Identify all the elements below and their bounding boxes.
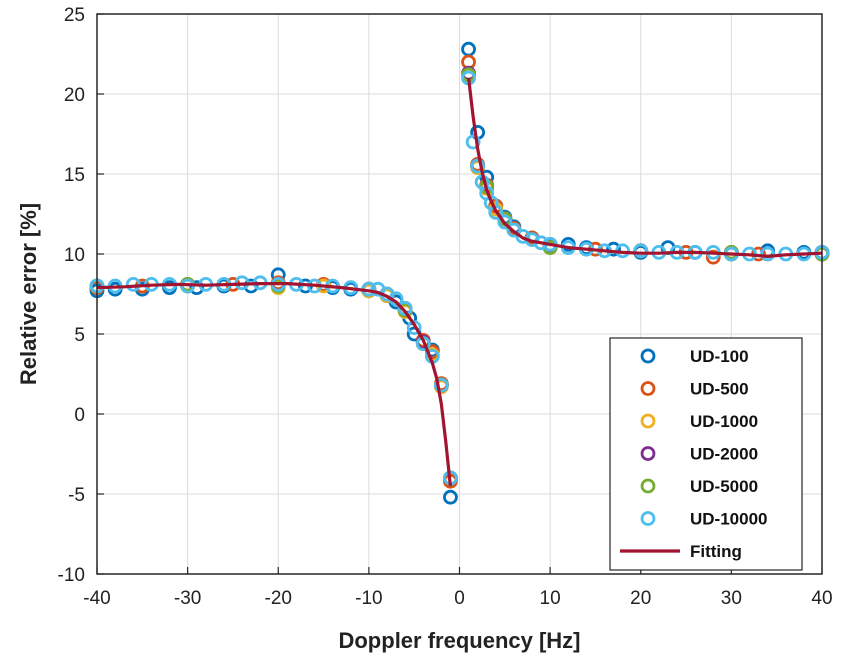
fit-curve-left bbox=[96, 282, 452, 487]
y-tick-label: -5 bbox=[68, 485, 85, 506]
y-tick-label: 25 bbox=[64, 5, 85, 26]
x-tick-label: -10 bbox=[355, 588, 382, 609]
data-point bbox=[243, 278, 259, 294]
legend-label: UD-2000 bbox=[690, 445, 758, 464]
legend-label: UD-500 bbox=[690, 380, 749, 399]
data-point bbox=[515, 228, 531, 244]
legend-marker bbox=[640, 478, 656, 494]
data-point bbox=[189, 280, 205, 296]
data-point bbox=[705, 249, 721, 265]
y-tick-labels: -10 -5 0 5 10 15 20 25 bbox=[58, 5, 85, 586]
legend-label: Fitting bbox=[690, 542, 742, 561]
data-point bbox=[406, 320, 422, 336]
data-point bbox=[465, 134, 481, 150]
data-point bbox=[461, 41, 476, 57]
legend-marker bbox=[640, 511, 656, 526]
data-point bbox=[443, 489, 458, 505]
legend-label: UD-100 bbox=[690, 347, 749, 366]
x-tick-label: 0 bbox=[454, 588, 465, 609]
x-tick-label: -40 bbox=[83, 588, 110, 609]
x-tick-label: -20 bbox=[265, 588, 292, 609]
data-point bbox=[470, 158, 486, 174]
plot-frame bbox=[96, 13, 823, 575]
y-tick-label: -10 bbox=[58, 565, 85, 586]
y-tick-label: 15 bbox=[64, 165, 85, 186]
legend-item-ud-100: UD-100 bbox=[640, 347, 749, 366]
x-axis-label: Doppler frequency [Hz] bbox=[338, 628, 580, 653]
fit-curve-right bbox=[467, 77, 823, 258]
legend-item-ud-10000: UD-10000 bbox=[640, 510, 768, 529]
y-tick-label: 5 bbox=[74, 325, 85, 346]
legend-marker bbox=[640, 381, 656, 396]
legend-item-ud-2000: UD-2000 bbox=[640, 445, 758, 464]
legend-label: UD-1000 bbox=[690, 412, 758, 431]
data-point bbox=[497, 214, 513, 230]
data-point bbox=[433, 377, 449, 393]
x-tick-label: 20 bbox=[630, 588, 651, 609]
fit-layer bbox=[96, 77, 823, 487]
legend-label: UD-5000 bbox=[690, 477, 758, 496]
legend-item-ud-500: UD-500 bbox=[640, 380, 749, 399]
legend-label: UD-10000 bbox=[690, 510, 768, 529]
data-point bbox=[760, 246, 776, 262]
legend-marker bbox=[640, 348, 656, 364]
legend-marker bbox=[640, 446, 656, 461]
y-tick-label: 0 bbox=[74, 405, 85, 426]
y-axis-label: Relative error [%] bbox=[16, 203, 41, 385]
data-point bbox=[633, 243, 649, 259]
legend: UD-100 UD-500 UD-1000 UD-2000 UD-5000 UD-1000… bbox=[609, 337, 803, 571]
data-point bbox=[488, 204, 504, 220]
x-tick-label: -30 bbox=[174, 588, 201, 609]
legend-item-ud-1000: UD-1000 bbox=[640, 412, 758, 431]
legend-marker bbox=[640, 413, 656, 429]
x-tick-label: 10 bbox=[540, 588, 561, 609]
legend-item-ud-5000: UD-5000 bbox=[640, 477, 758, 496]
x-tick-label: 30 bbox=[721, 588, 742, 609]
data-point bbox=[397, 300, 413, 316]
x-tick-labels: -40 -30 -20 -10 0 10 20 30 40 bbox=[83, 588, 832, 609]
legend-item-fitting: Fitting bbox=[620, 542, 742, 561]
data-point bbox=[606, 241, 621, 257]
y-tick-label: 10 bbox=[64, 245, 85, 266]
y-tick-label: 20 bbox=[64, 85, 85, 106]
x-tick-label: 40 bbox=[811, 588, 832, 609]
